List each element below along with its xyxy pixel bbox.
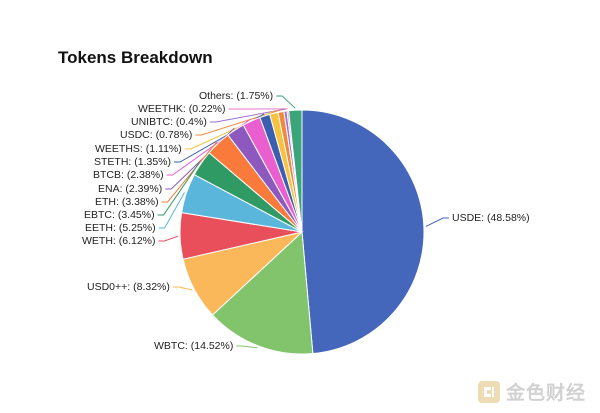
chart-title: Tokens Breakdown bbox=[58, 48, 213, 67]
leader-line-wbtc bbox=[236, 345, 258, 349]
slice-label-eth: ETH: (3.38%) bbox=[95, 196, 159, 208]
slice-label-others: Others: (1.75%) bbox=[199, 90, 273, 102]
leader-line-eth bbox=[161, 141, 218, 203]
leader-line-unibtc bbox=[209, 108, 286, 123]
slice-label-unibtc: UNIBTC: (0.4%) bbox=[131, 116, 207, 128]
slice-label-usd0: USD0++: (8.32%) bbox=[87, 281, 170, 293]
leader-line-others bbox=[276, 95, 296, 109]
leader-line-weth bbox=[158, 235, 179, 242]
slice-label-weeths: WEETHS: (1.11%) bbox=[95, 143, 182, 155]
leader-line-ebtc bbox=[157, 161, 200, 216]
leader-line-eeth bbox=[158, 192, 185, 229]
slice-label-ebtc: EBTC: (3.45%) bbox=[84, 209, 155, 221]
slice-label-wbtc: WBTC: (14.52%) bbox=[154, 340, 233, 352]
slice-label-ena: ENA: (2.39%) bbox=[98, 183, 162, 195]
pie-slice-wbtc bbox=[211, 230, 314, 355]
leader-line-usd0 bbox=[172, 286, 193, 291]
watermark-logo-icon bbox=[477, 380, 500, 403]
slice-label-usde: USDE: (48.58%) bbox=[452, 212, 530, 224]
pie-slice-usde bbox=[301, 109, 425, 355]
slice-label-weethk: WEETHK: (0.22%) bbox=[138, 103, 226, 115]
watermark: 金色财经 bbox=[477, 378, 586, 405]
leader-line-usdc bbox=[195, 109, 281, 136]
slice-label-steth: STETH: (1.35%) bbox=[94, 156, 171, 168]
slice-label-eeth: EETH: (5.25%) bbox=[85, 222, 156, 234]
slice-label-btcb: BTCB: (2.38%) bbox=[93, 169, 164, 181]
slice-label-weth: WETH: (6.12%) bbox=[82, 235, 156, 247]
slice-label-usdc: USDC: (0.78%) bbox=[120, 129, 192, 141]
leader-line-usde bbox=[425, 217, 449, 227]
pie-slice-others bbox=[288, 109, 303, 233]
watermark-text: 金色财经 bbox=[505, 382, 586, 404]
